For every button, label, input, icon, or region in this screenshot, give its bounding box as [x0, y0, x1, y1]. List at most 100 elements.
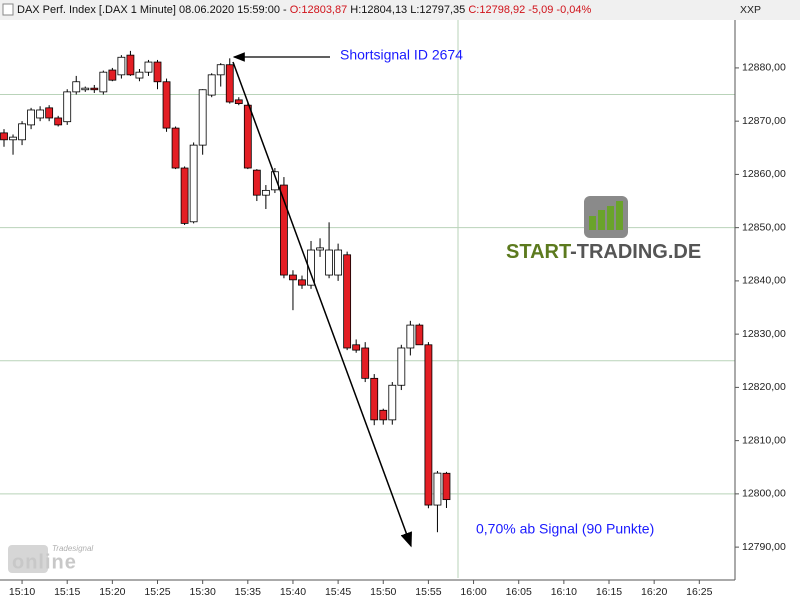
y-tick-label: 12830,00: [742, 328, 786, 340]
x-tick-label: 15:20: [99, 586, 125, 598]
watermark-small: Tradesignal: [52, 544, 93, 553]
candle-body: [307, 249, 315, 286]
candle-body: [406, 324, 415, 349]
logo-part1: START: [506, 241, 571, 263]
candle-body: [261, 189, 270, 196]
candle-body: [334, 249, 343, 276]
candles: [0, 50, 451, 533]
candle-body: [189, 144, 198, 223]
x-tick-label: 15:35: [235, 586, 261, 598]
header: DAX Perf. Index [.DAX 1 Minute] 08.06.20…: [17, 4, 591, 16]
header-icon: [2, 3, 14, 16]
y-tick-label: 12880,00: [742, 62, 786, 74]
candle-body: [370, 377, 379, 421]
candle-body: [36, 109, 45, 119]
y-tick-label: 12850,00: [742, 221, 786, 233]
y-tick-label: 12790,00: [742, 541, 786, 553]
candle-body: [153, 61, 162, 83]
candle-body: [361, 347, 370, 379]
candle-body: [180, 167, 189, 224]
y-tick-label: 12800,00: [742, 488, 786, 500]
candle-body: [289, 274, 297, 281]
candle-body: [18, 123, 26, 141]
candle-body: [325, 249, 333, 276]
candle-body: [63, 91, 72, 123]
candle-body: [415, 324, 424, 346]
logo-bar: [607, 206, 614, 230]
x-tick-label: 15:10: [9, 586, 35, 598]
candle-body: [144, 61, 153, 73]
candle-body: [270, 171, 279, 191]
logo-bar: [616, 201, 623, 230]
candle-body: [135, 71, 144, 79]
candle-body: [379, 409, 388, 421]
x-tick-label: 15:15: [54, 586, 80, 598]
candle-body: [171, 127, 180, 169]
header-bar: [0, 0, 800, 20]
candle-body: [54, 117, 63, 126]
candle-body: [252, 169, 261, 196]
axes: 12790,00 12800,00 12810,00 12820,00 12830,00…: [9, 62, 786, 598]
x-tick-label: 15:50: [370, 586, 396, 598]
watermark-big: online: [12, 551, 77, 573]
candle-body: [45, 107, 54, 119]
signal-annotation: Shortsignal ID 2674: [340, 47, 463, 63]
candle-body: [72, 81, 81, 93]
candle-body: [27, 109, 35, 126]
x-tick-label: 16:10: [551, 586, 577, 598]
candle-body: [433, 472, 442, 506]
x-tick-label: 15:55: [415, 586, 441, 598]
x-tick-label: 16:00: [460, 586, 486, 598]
y-tick-label: 12860,00: [742, 168, 786, 180]
candle-body: [81, 87, 90, 91]
candle-body: [225, 64, 234, 103]
header-instrument: DAX Perf. Index [.DAX 1 Minute] 08.06.20…: [17, 4, 287, 16]
candle-body: [0, 132, 8, 141]
x-tick-label: 16:05: [506, 586, 532, 598]
logo-bar: [598, 210, 605, 230]
x-tick-label: 16:20: [641, 586, 667, 598]
candle-body: [207, 74, 216, 96]
x-tick-label: 15:45: [325, 586, 351, 598]
candle-body: [162, 81, 171, 129]
y-tick-label: 12820,00: [742, 381, 786, 393]
logo-part2: -TRADING.DE: [570, 241, 701, 263]
candle-body: [388, 384, 397, 421]
x-tick-label: 15:40: [280, 586, 306, 598]
candle-body: [90, 87, 99, 91]
candle-body: [397, 347, 406, 386]
candle-body: [216, 64, 225, 76]
x-tick-label: 16:15: [596, 586, 622, 598]
candle-body: [243, 104, 252, 169]
watermark-box: [8, 545, 48, 573]
candle-body: [9, 136, 17, 141]
candle-body: [424, 344, 433, 506]
candle-body: [280, 184, 288, 276]
candle-body: [316, 247, 324, 251]
candle-body: [99, 71, 108, 93]
logo-text: START-TRADING.DE: [506, 241, 701, 263]
x-tick-label: 16:25: [686, 586, 712, 598]
y-tick-label: 12870,00: [742, 115, 786, 127]
y-tick-label: 12840,00: [742, 275, 786, 287]
y-tick-label: 12810,00: [742, 434, 786, 446]
result-annotation: 0,70% ab Signal (90 Punkte): [476, 521, 654, 537]
header-open: O:12803,87: [290, 4, 348, 16]
candle-body: [126, 54, 135, 76]
candle-body: [343, 254, 352, 349]
move-arrow: [232, 61, 412, 548]
candle-body: [117, 56, 126, 76]
candle-body: [198, 89, 207, 146]
candle-body: [108, 69, 117, 81]
x-tick-label: 15:25: [144, 586, 170, 598]
header-close: C:12798,92 -5,09 -0,04%: [468, 4, 591, 16]
x-tick-label: 15:30: [190, 586, 216, 598]
header-high-low: H:12804,13 L:12797,35: [350, 4, 465, 16]
candle-body: [234, 99, 243, 104]
axis-label: XXP: [740, 4, 761, 16]
candle-body: [442, 472, 451, 501]
candle-body: [352, 344, 361, 351]
logo-bar: [589, 216, 596, 230]
